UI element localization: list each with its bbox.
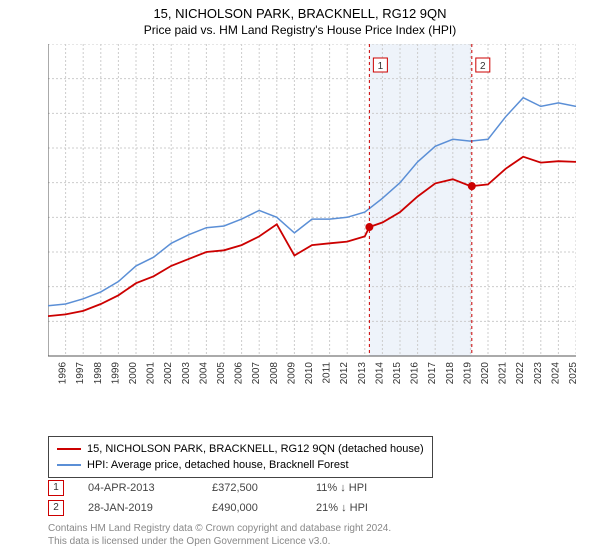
svg-text:2: 2 [480,61,486,72]
svg-text:2000: 2000 [128,362,139,385]
svg-text:2015: 2015 [392,362,403,385]
svg-text:2023: 2023 [533,362,544,385]
svg-text:2003: 2003 [181,362,192,385]
sale-row: 1 04-APR-2013 £372,500 11% ↓ HPI [48,478,416,498]
sales-table: 1 04-APR-2013 £372,500 11% ↓ HPI 2 28-JAN-201… [48,478,416,518]
svg-text:2022: 2022 [515,362,526,385]
sale-hpi: 11% ↓ HPI [316,478,416,498]
legend: 15, NICHOLSON PARK, BRACKNELL, RG12 9QN … [48,436,433,478]
svg-text:1996: 1996 [58,362,69,385]
svg-text:1: 1 [378,61,384,72]
sale-hpi: 21% ↓ HPI [316,498,416,518]
svg-text:2001: 2001 [146,362,157,385]
sale-price: £372,500 [212,478,292,498]
svg-text:2008: 2008 [269,362,280,385]
svg-text:2005: 2005 [216,362,227,385]
svg-text:1995: 1995 [48,362,51,385]
svg-text:2010: 2010 [304,362,315,385]
svg-text:2009: 2009 [286,362,297,385]
page-subtitle: Price paid vs. HM Land Registry's House … [0,21,600,41]
svg-text:2021: 2021 [498,362,509,385]
legend-item: 15, NICHOLSON PARK, BRACKNELL, RG12 9QN … [57,441,424,457]
price-chart: £0£100K£200K£300K£400K£500K£600K£700K£80… [48,44,576,394]
svg-text:1997: 1997 [75,362,86,385]
sale-date: 28-JAN-2019 [88,498,188,518]
legend-item: HPI: Average price, detached house, Brac… [57,457,424,473]
svg-text:2012: 2012 [339,362,350,385]
legend-swatch [57,448,81,450]
svg-text:1999: 1999 [110,362,121,385]
svg-text:2025: 2025 [568,362,576,385]
footer-line-1: Contains HM Land Registry data © Crown c… [48,522,391,535]
svg-text:2011: 2011 [322,362,333,384]
page-title: 15, NICHOLSON PARK, BRACKNELL, RG12 9QN [0,0,600,21]
legend-swatch [57,464,81,466]
svg-text:2013: 2013 [357,362,368,385]
svg-text:2014: 2014 [374,362,385,385]
legend-label: HPI: Average price, detached house, Brac… [87,457,349,473]
svg-text:2024: 2024 [550,362,561,385]
legend-label: 15, NICHOLSON PARK, BRACKNELL, RG12 9QN … [87,441,424,457]
sale-row: 2 28-JAN-2019 £490,000 21% ↓ HPI [48,498,416,518]
footer-attribution: Contains HM Land Registry data © Crown c… [48,522,391,548]
svg-text:2007: 2007 [251,362,262,385]
sale-marker-box: 1 [48,480,64,496]
svg-text:2004: 2004 [198,362,209,385]
svg-text:2016: 2016 [410,362,421,385]
svg-text:2002: 2002 [163,362,174,385]
sale-price: £490,000 [212,498,292,518]
svg-text:2019: 2019 [462,362,473,385]
svg-text:2018: 2018 [445,362,456,385]
svg-text:2017: 2017 [427,362,438,385]
svg-text:2020: 2020 [480,362,491,385]
svg-text:1998: 1998 [93,362,104,385]
svg-text:2006: 2006 [234,362,245,385]
footer-line-2: This data is licensed under the Open Gov… [48,535,391,548]
sale-date: 04-APR-2013 [88,478,188,498]
sale-marker-box: 2 [48,500,64,516]
